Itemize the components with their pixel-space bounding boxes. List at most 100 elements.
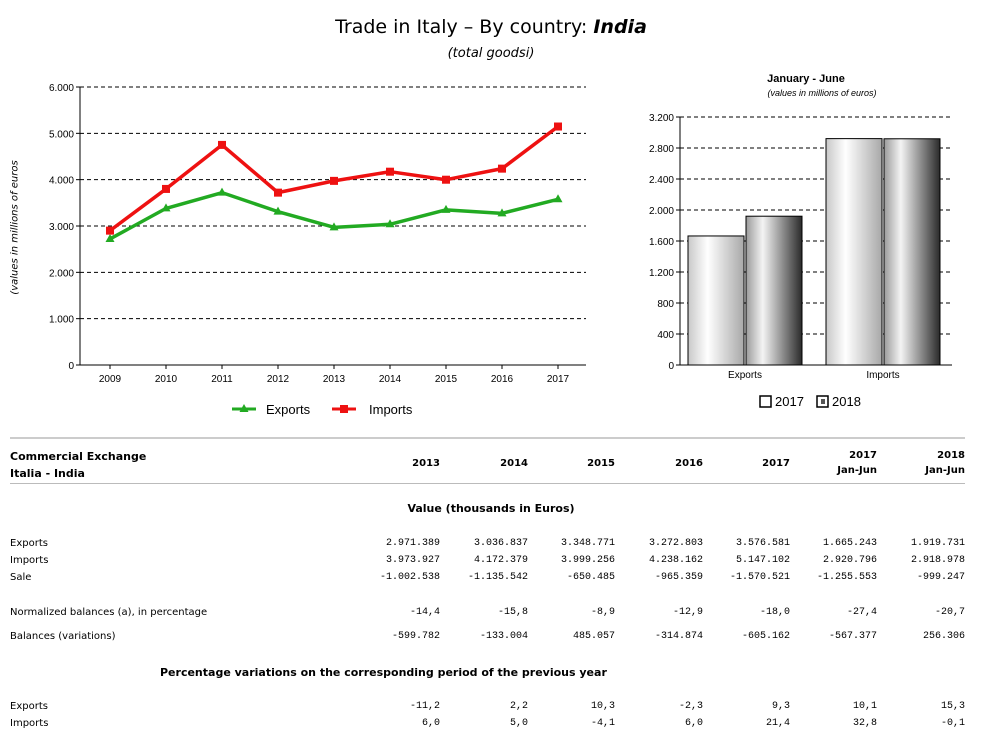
value-row-value: 5.147.102 [735, 555, 790, 566]
y-tick-label: 3.200 [649, 113, 674, 124]
x-tick-label: Exports [728, 370, 762, 381]
x-tick-label: 2014 [379, 374, 402, 385]
x-tick-label: 2011 [211, 374, 233, 385]
legend-exports-label: Exports [266, 402, 311, 417]
x-tick-label: 2009 [99, 374, 122, 385]
y-tick-label: 1.600 [649, 237, 674, 248]
value-row-value: -965.359 [654, 572, 703, 583]
y-tick-label: 400 [657, 330, 674, 341]
title-country: India [593, 16, 647, 38]
balance-row-value: -314.874 [654, 631, 703, 642]
column-header: 2017 [849, 450, 877, 461]
point-imports [442, 175, 450, 184]
table-title-line1: Commercial Exchange [10, 450, 147, 463]
x-tick-label: 2012 [267, 374, 290, 385]
point-exports [497, 208, 507, 217]
point-exports [273, 206, 283, 215]
legend-imports-marker [340, 405, 348, 413]
y-tick-label: 0 [668, 361, 674, 372]
x-tick-label: 2015 [435, 374, 458, 385]
y-tick-label: 2.000 [649, 206, 674, 217]
legend-2018-fill [821, 399, 825, 404]
variation-row-label: Imports [10, 718, 49, 729]
bar-chart-subtitle: (values in millions of euros) [767, 88, 876, 98]
value-row-label: Exports [10, 538, 48, 549]
point-imports [498, 164, 506, 173]
point-imports [330, 176, 338, 185]
y-tick-label: 5.000 [49, 129, 74, 140]
column-header-sub: Jan-Jun [837, 465, 877, 476]
value-row-value: 3.576.581 [735, 538, 790, 549]
y-tick-label: 2.800 [649, 144, 674, 155]
column-header-sub: Jan-Jun [925, 465, 965, 476]
bar-chart-title: January - June [767, 73, 845, 85]
balance-row-value: 485.057 [572, 631, 615, 642]
legend-exports-marker [239, 404, 249, 412]
divider [10, 437, 965, 439]
balance-row-value: -20,7 [934, 607, 965, 618]
value-row-value: 3.348.771 [560, 538, 615, 549]
point-imports [218, 140, 226, 149]
point-imports [554, 122, 562, 131]
y-tick-label: 1.200 [649, 268, 674, 279]
bar-chart: 0 400 800 1.200 1.600 2.000 2.400 2.800 3.200 Exp… [649, 113, 952, 409]
variation-row-value: 6,0 [421, 718, 440, 729]
section-heading-variations: Percentage variations on the correspondi… [160, 666, 607, 679]
column-header: 2014 [500, 458, 528, 469]
value-row-label: Sale [10, 572, 32, 583]
column-header: 2013 [412, 458, 440, 469]
balance-row-value: -18,0 [759, 607, 790, 618]
section-heading-values: Value (thousands in Euros) [407, 502, 575, 515]
table-title-line2: Italia - India [10, 467, 85, 480]
value-row-value: -1.002.538 [379, 572, 440, 583]
charts-svg: 0 1.000 2.000 3.000 4.000 5.000 6.000 2009 2010 2… [49, 73, 952, 417]
variation-row-value: 5,0 [509, 718, 528, 729]
line-chart: 0 1.000 2.000 3.000 4.000 5.000 6.000 2009 2010 2… [49, 83, 586, 417]
balance-row-value: -12,9 [672, 607, 703, 618]
title-prefix: Trade in Italy – By country: [335, 16, 588, 38]
value-row-label: Imports [10, 555, 49, 566]
point-exports [217, 187, 227, 196]
value-row-value: 4.172.379 [473, 555, 528, 566]
variation-row-value: -11,2 [409, 701, 440, 712]
value-row-value: -650.485 [566, 572, 615, 583]
point-exports [329, 222, 339, 231]
variation-row-value: 21,4 [765, 718, 790, 729]
y-tick-label: 4.000 [49, 176, 74, 187]
bar-exports-2017 [687, 235, 745, 366]
balance-row-value: -567.377 [828, 631, 877, 642]
column-header: 2015 [587, 458, 615, 469]
y-tick-label: 1.000 [49, 315, 74, 326]
value-row-value: -1.570.521 [729, 572, 790, 583]
y-tick-label: 0 [68, 361, 74, 372]
point-imports [162, 184, 170, 193]
series-line-exports [109, 190, 559, 241]
y-tick-label: 800 [657, 299, 674, 310]
value-row-value: 4.238.162 [648, 555, 703, 566]
point-exports [161, 203, 171, 212]
variation-row-value: 9,3 [771, 701, 790, 712]
balance-row-value: -8,9 [590, 607, 615, 618]
point-imports [106, 226, 114, 235]
variation-row-value: 6,0 [684, 718, 703, 729]
balance-row-value: -605.162 [741, 631, 790, 642]
y-tick-label: 2.400 [649, 175, 674, 186]
column-header: 2018 [937, 450, 965, 461]
value-row-value: 2.971.389 [385, 538, 440, 549]
page-subtitle: (total goodsi) [447, 46, 535, 61]
variation-row-value: 2,2 [509, 701, 528, 712]
balance-row-value: -133.004 [479, 631, 528, 642]
value-row-value: 3.973.927 [385, 555, 440, 566]
column-header: 2017 [762, 458, 790, 469]
x-tick-label: Imports [866, 370, 899, 381]
x-tick-label: 2016 [491, 374, 514, 385]
legend-2018-label: 2018 [832, 394, 861, 409]
point-exports [441, 204, 451, 213]
value-row-value: 2.918.978 [910, 555, 965, 566]
y-tick-label: 6.000 [49, 83, 74, 94]
legend-2017-marker [759, 395, 772, 408]
table-header-line [10, 483, 965, 484]
bar-exports-2018 [745, 215, 803, 366]
value-row-value: 1.665.243 [822, 538, 877, 549]
point-exports [385, 219, 395, 228]
